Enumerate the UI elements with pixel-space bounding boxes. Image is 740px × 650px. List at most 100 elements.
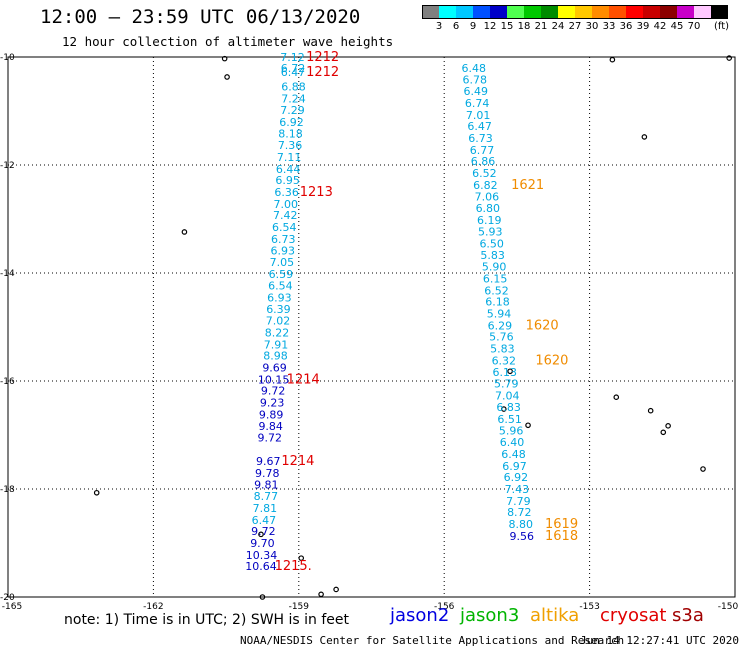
colorbar-tick-label: 27 <box>568 21 582 32</box>
swh-value-track1: 9.84 <box>258 420 283 433</box>
swh-value-track1: 7.00 <box>273 198 298 211</box>
satellite-legend-jason2: jason2 <box>390 605 450 626</box>
colorbar-swatch <box>711 5 728 19</box>
swh-value-track2: 6.19 <box>477 214 502 227</box>
swh-value-track2: 6.29 <box>488 319 513 332</box>
colorbar-swatch <box>524 5 541 19</box>
colorbar-tick-label: 39 <box>636 21 650 32</box>
island-outline <box>613 394 620 401</box>
swh-value-track2: 5.83 <box>490 343 515 356</box>
satellite-legend-altika: altika <box>530 605 580 626</box>
footer-timestamp: Jun 14 12:27:41 UTC 2020 <box>580 634 739 647</box>
swh-value-track1: 9.89 <box>259 408 284 421</box>
swh-value-track1: 7.02 <box>266 315 291 328</box>
island-outline <box>700 466 706 472</box>
swh-value-track2: 6.51 <box>497 413 522 426</box>
swh-value-track1: 6.47 <box>281 66 306 79</box>
colorbar-swatch <box>609 5 626 19</box>
colorbar-swatch <box>660 5 677 19</box>
swh-value-track2: 6.48 <box>462 62 487 75</box>
swh-value-track2: 7.01 <box>466 109 491 122</box>
island-outline <box>647 407 654 414</box>
colorbar-swatch <box>456 5 473 19</box>
colorbar-tick-label: 42 <box>653 21 667 32</box>
swh-value-track1: 8.22 <box>265 326 290 339</box>
colorbar-swatch <box>694 5 711 19</box>
island-outline <box>181 229 188 235</box>
pass-time-label: 1619 <box>545 517 578 532</box>
swh-value-track2: 5.83 <box>480 249 505 262</box>
swh-value-track2: 7.43 <box>505 483 530 496</box>
lon-tick-label: -165 <box>2 602 22 612</box>
swh-value-track2: 6.92 <box>504 471 529 484</box>
swh-value-track2: 7.04 <box>495 390 520 403</box>
swh-value-track2: 8.72 <box>507 506 532 519</box>
lat-tick-label: -20 <box>0 593 15 603</box>
swh-value-track2: 6.86 <box>471 155 496 168</box>
swh-value-track2: 6.18 <box>485 296 510 309</box>
island-outline <box>221 55 228 62</box>
footnote: note: 1) Time is in UTC; 2) SWH is in fe… <box>64 612 350 628</box>
island-outline <box>258 531 264 538</box>
pass-time-label: 1620 <box>535 353 568 368</box>
island-outline <box>660 429 667 436</box>
swh-value-track1: 6.72 <box>281 62 306 75</box>
swh-value-track2: 6.40 <box>500 436 525 449</box>
colorbar-swatch <box>626 5 643 19</box>
swh-value-track2: 7.79 <box>506 495 531 508</box>
pass-time-label: 1618 <box>545 529 578 544</box>
island-outline <box>507 368 513 375</box>
swh-value-track2: 6.82 <box>473 179 498 192</box>
swh-value-track1: 6.44 <box>276 163 301 176</box>
island-outline <box>259 594 266 600</box>
swh-value-track1: 7.91 <box>264 338 289 351</box>
island-outline <box>726 55 732 61</box>
pass-time-label: 1215. <box>275 559 312 574</box>
island-outline <box>501 406 507 412</box>
swh-value-track1: 7.05 <box>270 256 295 269</box>
swh-value-track1: 7.29 <box>280 104 305 117</box>
island-outline <box>525 422 531 429</box>
swh-value-track1: 6.73 <box>271 233 296 246</box>
colorbar-swatch <box>677 5 694 19</box>
swh-value-track2: 5.94 <box>487 308 512 321</box>
swh-value-track2: 5.79 <box>494 378 519 391</box>
pass-time-label: 1620 <box>526 318 559 333</box>
chart-subtitle: 12 hour collection of altimeter wave hei… <box>62 34 394 49</box>
swh-value-track2: 9.56 <box>509 530 534 543</box>
satellite-legend-cryosat: cryosat <box>600 605 667 626</box>
swh-value-track1: 8.18 <box>278 128 303 141</box>
swh-value-track1: 6.47 <box>252 514 277 527</box>
island-outline <box>641 134 648 140</box>
swh-value-track1: 6.59 <box>269 268 294 281</box>
swh-value-track1: 6.93 <box>271 244 296 257</box>
swh-value-track2: 6.83 <box>496 401 521 414</box>
colorbar-swatch <box>490 5 507 19</box>
colorbar-tick-label: 9 <box>469 21 477 32</box>
swh-value-track1: 6.39 <box>266 303 291 316</box>
colorbar-swatch <box>507 5 524 19</box>
swh-value-track2: 5.96 <box>499 425 524 438</box>
colorbar-swatch <box>541 5 558 19</box>
swh-value-track1: 7.11 <box>277 151 302 164</box>
island-outline <box>609 56 616 63</box>
swh-value-track2: 6.15 <box>483 272 508 285</box>
lat-tick-label: -10 <box>0 53 15 63</box>
colorbar-tick-label: 33 <box>602 21 616 32</box>
swh-value-track1: 9.23 <box>260 397 285 410</box>
swh-value-track1: 7.81 <box>253 502 278 515</box>
swh-value-track1: 10.15 <box>258 373 290 386</box>
swh-value-track2: 6.74 <box>465 97 490 110</box>
swh-value-track1: 9.69 <box>262 362 287 375</box>
lon-tick-label: -162 <box>143 602 163 612</box>
swh-value-track2: 5.76 <box>489 331 514 344</box>
lat-tick-label: -18 <box>0 485 15 495</box>
footer-credit: NOAA/NESDIS Center for Satellite Applica… <box>240 634 625 647</box>
colorbar-swatch <box>592 5 609 19</box>
swh-value-track1: 6.92 <box>279 116 304 129</box>
colorbar-swatch <box>575 5 592 19</box>
swh-value-track1: 6.54 <box>272 221 297 234</box>
swh-value-track1: 7.42 <box>273 209 298 222</box>
swh-value-track2: 6.52 <box>472 167 497 180</box>
